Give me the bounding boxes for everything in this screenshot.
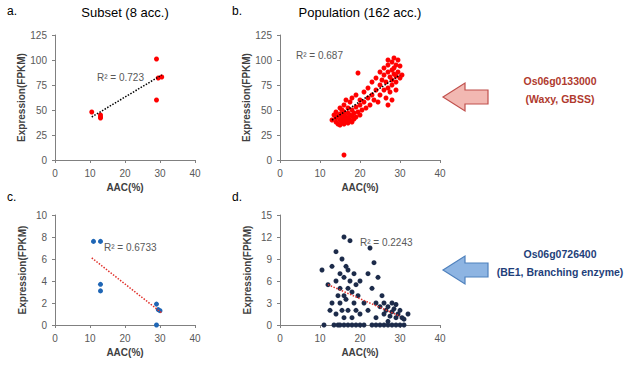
svg-text:0: 0 bbox=[277, 333, 283, 344]
svg-text:10: 10 bbox=[36, 210, 48, 221]
svg-text:10: 10 bbox=[84, 168, 96, 179]
svg-text:Subset (8 acc.): Subset (8 acc.) bbox=[81, 5, 168, 20]
svg-text:Os06g0726400: Os06g0726400 bbox=[524, 248, 597, 260]
svg-text:AAC(%): AAC(%) bbox=[341, 347, 378, 358]
svg-text:0: 0 bbox=[266, 155, 272, 166]
svg-text:6: 6 bbox=[41, 254, 47, 265]
svg-text:20: 20 bbox=[119, 333, 131, 344]
svg-text:0: 0 bbox=[52, 333, 58, 344]
svg-text:50: 50 bbox=[36, 105, 48, 116]
svg-text:9: 9 bbox=[266, 254, 272, 265]
svg-text:100: 100 bbox=[255, 55, 272, 66]
svg-text:25: 25 bbox=[36, 130, 48, 141]
svg-text:100: 100 bbox=[30, 55, 47, 66]
svg-text:40: 40 bbox=[434, 168, 446, 179]
svg-text:AAC(%): AAC(%) bbox=[341, 182, 378, 193]
svg-text:Expression(FPKM): Expression(FPKM) bbox=[241, 53, 252, 142]
svg-text:2: 2 bbox=[41, 298, 47, 309]
svg-text:Expression(FPKM): Expression(FPKM) bbox=[17, 226, 28, 315]
svg-text:20: 20 bbox=[354, 168, 366, 179]
svg-text:R² = 0.2243: R² = 0.2243 bbox=[360, 237, 413, 248]
svg-text:0: 0 bbox=[277, 168, 283, 179]
svg-text:(BE1, Branching enzyme): (BE1, Branching enzyme) bbox=[497, 266, 624, 278]
svg-text:b.: b. bbox=[232, 4, 242, 18]
svg-text:50: 50 bbox=[261, 105, 273, 116]
svg-text:0: 0 bbox=[266, 320, 272, 331]
svg-text:30: 30 bbox=[154, 168, 166, 179]
svg-text:0: 0 bbox=[41, 155, 47, 166]
svg-text:6: 6 bbox=[266, 276, 272, 287]
svg-text:R² = 0.687: R² = 0.687 bbox=[296, 50, 343, 61]
svg-text:Population (162 acc.): Population (162 acc.) bbox=[299, 5, 422, 20]
svg-text:10: 10 bbox=[314, 333, 326, 344]
svg-text:AAC(%): AAC(%) bbox=[106, 182, 143, 193]
svg-text:40: 40 bbox=[434, 333, 446, 344]
svg-text:Os06g0133000: Os06g0133000 bbox=[524, 75, 597, 87]
svg-text:30: 30 bbox=[394, 168, 406, 179]
svg-text:0: 0 bbox=[52, 168, 58, 179]
svg-text:20: 20 bbox=[354, 333, 366, 344]
svg-text:8: 8 bbox=[41, 232, 47, 243]
svg-text:(Waxy, GBSS): (Waxy, GBSS) bbox=[526, 93, 595, 105]
svg-text:10: 10 bbox=[84, 333, 96, 344]
svg-text:12: 12 bbox=[261, 232, 273, 243]
svg-text:0: 0 bbox=[41, 320, 47, 331]
svg-text:40: 40 bbox=[189, 168, 201, 179]
svg-text:40: 40 bbox=[189, 333, 201, 344]
svg-text:R² = 0.6733: R² = 0.6733 bbox=[104, 242, 157, 253]
svg-text:125: 125 bbox=[30, 30, 47, 41]
svg-text:c.: c. bbox=[7, 190, 16, 204]
svg-text:d.: d. bbox=[232, 190, 242, 204]
svg-text:25: 25 bbox=[261, 130, 273, 141]
svg-text:20: 20 bbox=[119, 168, 131, 179]
svg-text:a.: a. bbox=[7, 4, 17, 18]
svg-text:15: 15 bbox=[261, 210, 273, 221]
svg-text:Expression(FPKM): Expression(FPKM) bbox=[16, 53, 27, 142]
svg-text:R² = 0.723: R² = 0.723 bbox=[97, 72, 144, 83]
svg-text:3: 3 bbox=[266, 298, 272, 309]
svg-text:75: 75 bbox=[36, 80, 48, 91]
svg-text:125: 125 bbox=[255, 30, 272, 41]
svg-text:4: 4 bbox=[41, 276, 47, 287]
svg-text:75: 75 bbox=[261, 80, 273, 91]
svg-text:AAC(%): AAC(%) bbox=[106, 347, 143, 358]
svg-text:10: 10 bbox=[314, 168, 326, 179]
svg-text:30: 30 bbox=[154, 333, 166, 344]
svg-text:Expression(FPKM): Expression(FPKM) bbox=[242, 226, 253, 315]
svg-text:30: 30 bbox=[394, 333, 406, 344]
